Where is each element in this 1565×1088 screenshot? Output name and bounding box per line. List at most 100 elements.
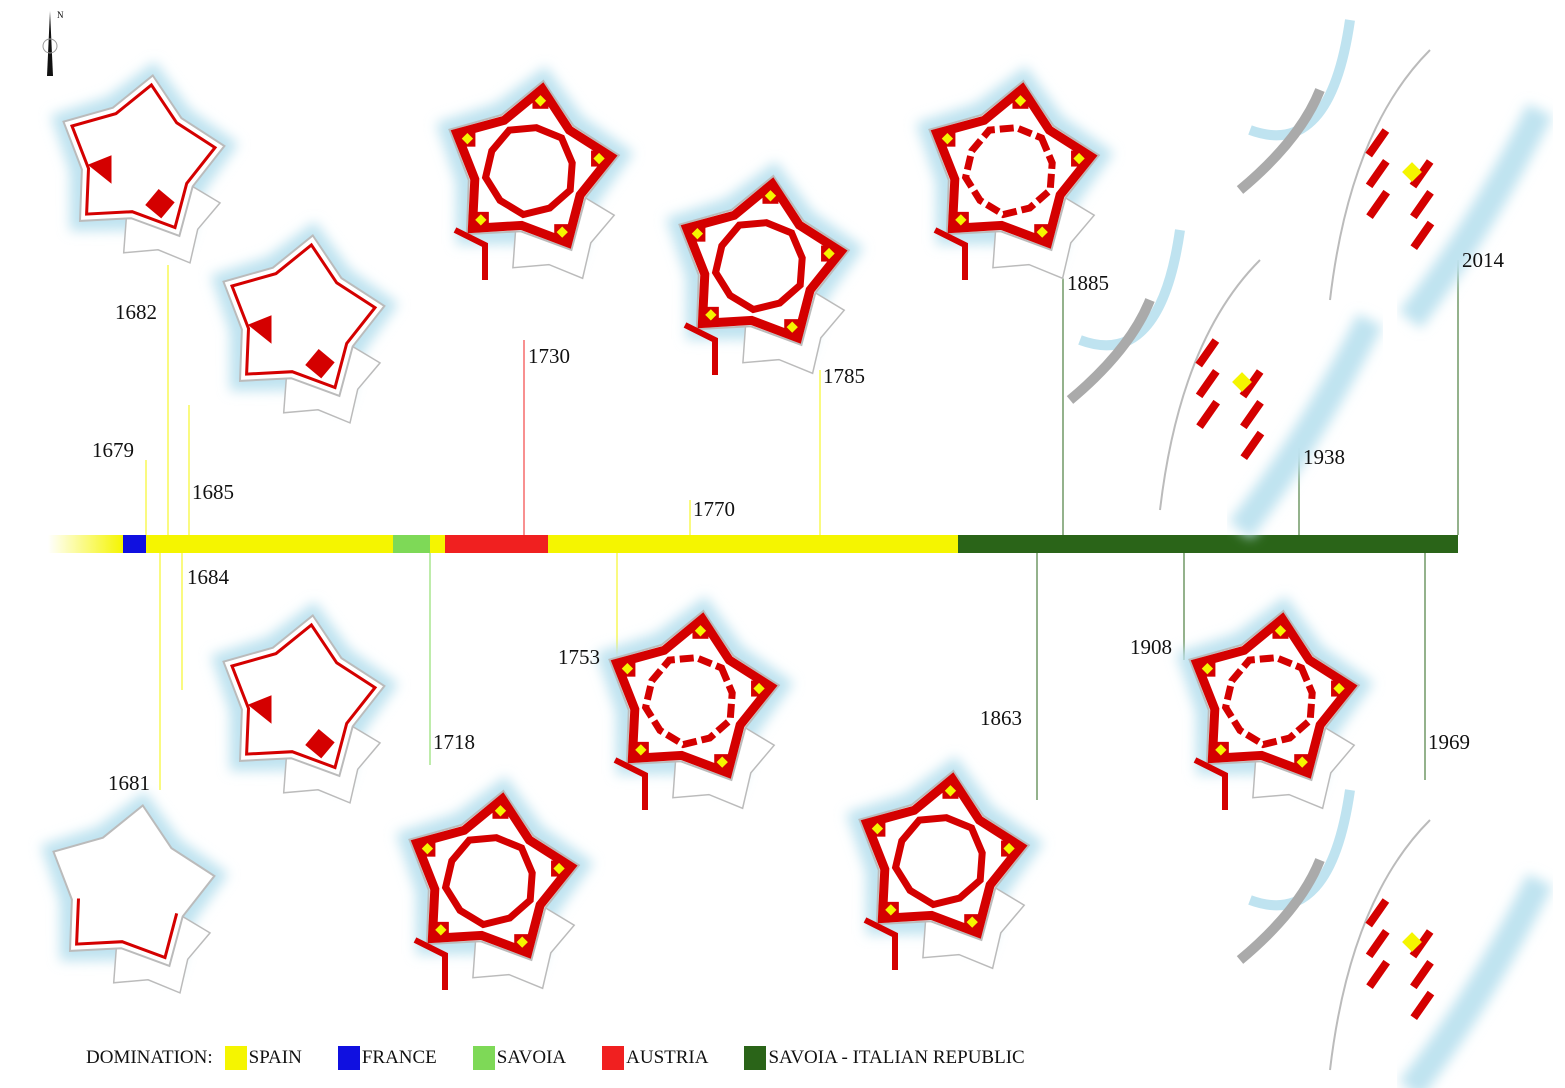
red-bastion [145, 188, 175, 219]
year-label-1969: 1969 [1428, 730, 1470, 754]
inner-ring [641, 654, 736, 749]
yellow-marker [1232, 372, 1252, 392]
north-arrow: N [40, 6, 70, 91]
fort-plan-1730 [436, 66, 634, 280]
timeline-segment-france [123, 535, 146, 553]
yellow-marker [694, 625, 707, 637]
red-wall-remnant [1409, 929, 1434, 959]
ravelin-wall [1193, 757, 1228, 810]
fort-plan-2014 [1236, 19, 1553, 329]
yellow-marker [753, 682, 765, 695]
red-rampart [930, 82, 1098, 249]
fort-plan-1938 [1066, 229, 1383, 539]
coastline-water [1228, 313, 1383, 539]
red-wall-remnant [1410, 220, 1435, 250]
harbour-water [1078, 229, 1185, 351]
red-rampart [860, 772, 1028, 939]
legend-label: SPAIN [248, 1047, 302, 1068]
yellow-marker [691, 228, 704, 240]
yellow-marker [435, 924, 447, 936]
year-label-1938: 1938 [1303, 445, 1345, 469]
legend-label: AUSTRIA [626, 1047, 709, 1068]
ravelin-wall [863, 917, 898, 970]
pier [1066, 298, 1155, 404]
yellow-marker [1296, 756, 1308, 768]
year-label-1685: 1685 [192, 480, 234, 504]
legend-item-savoia-italian-republic: SAVOIA - ITALIAN REPUBLIC [744, 1046, 1025, 1070]
legend-label: SAVOIA [496, 1047, 567, 1068]
red-wall [230, 242, 378, 390]
yellow-marker [1274, 625, 1287, 637]
year-label-1885: 1885 [1067, 271, 1109, 295]
yellow-marker [871, 823, 884, 835]
yellow-marker [1201, 663, 1214, 675]
year-label-1785: 1785 [823, 364, 865, 388]
yellow-marker [635, 744, 647, 756]
inner-ring [481, 124, 576, 219]
yellow-marker [621, 663, 634, 675]
legend-swatch [602, 1046, 625, 1070]
inner-ring [891, 814, 986, 909]
year-label-1908: 1908 [1130, 635, 1172, 659]
yellow-marker [955, 214, 967, 226]
red-bastion [305, 728, 335, 759]
inner-ring [711, 219, 806, 314]
timeline-segment-austria [445, 535, 548, 553]
red-rampart [410, 792, 578, 959]
red-wall-segment [75, 898, 179, 960]
red-rampart [610, 612, 778, 779]
year-label-1753: 1753 [558, 645, 600, 669]
yellow-marker [461, 133, 474, 145]
yellow-marker [1215, 744, 1227, 756]
yellow-marker [716, 756, 728, 768]
red-wall-remnant [1365, 898, 1390, 928]
red-rampart [450, 82, 618, 249]
red-bastion [247, 695, 272, 724]
fort-plan-1969 [1236, 789, 1553, 1088]
yellow-marker [475, 214, 487, 226]
red-wall-remnant [1410, 990, 1435, 1020]
road-outline [1159, 259, 1261, 511]
yellow-marker [941, 133, 954, 145]
red-wall-remnant [1195, 338, 1220, 368]
yellow-marker [494, 805, 507, 817]
fort-plan-1681 [40, 791, 229, 994]
timeline-segment-spain [548, 535, 958, 553]
yellow-marker [1036, 226, 1048, 238]
red-bastion [87, 155, 112, 184]
legend-item-austria: AUSTRIA [602, 1046, 708, 1070]
legend-item-france: FRANCE [337, 1046, 437, 1070]
yellow-marker [944, 785, 957, 797]
yellow-marker [553, 862, 565, 875]
year-label-1681: 1681 [108, 771, 150, 795]
year-label-1770: 1770 [693, 497, 735, 521]
red-rampart [680, 177, 848, 344]
road-outline [1329, 819, 1431, 1071]
year-label-1863: 1863 [980, 706, 1022, 730]
year-label-1718: 1718 [433, 730, 475, 754]
harbour-water [1248, 789, 1355, 911]
yellow-marker [705, 309, 717, 321]
road-outline [1329, 49, 1431, 301]
yellow-marker [966, 916, 978, 928]
fort-plan-1863 [846, 756, 1044, 970]
legend-item-spain: SPAIN [224, 1046, 302, 1070]
coastline-water [1398, 873, 1553, 1088]
yellow-marker [885, 904, 897, 916]
red-wall-remnant [1365, 159, 1390, 189]
red-bastion [305, 348, 335, 379]
yellow-marker [593, 152, 605, 165]
pier [1236, 88, 1325, 194]
legend-title: DOMINATION: [86, 1047, 213, 1068]
year-label-1730: 1730 [528, 344, 570, 368]
year-label-2014: 2014 [1462, 248, 1504, 272]
legend-swatch [744, 1046, 767, 1070]
red-wall-remnant [1410, 959, 1434, 990]
red-wall-remnant [1240, 399, 1264, 430]
red-wall [70, 82, 218, 230]
legend-label: FRANCE [361, 1047, 437, 1068]
timeline-segment-italy [958, 535, 1458, 553]
red-wall-remnant [1365, 929, 1390, 959]
yellow-marker [1003, 842, 1015, 855]
